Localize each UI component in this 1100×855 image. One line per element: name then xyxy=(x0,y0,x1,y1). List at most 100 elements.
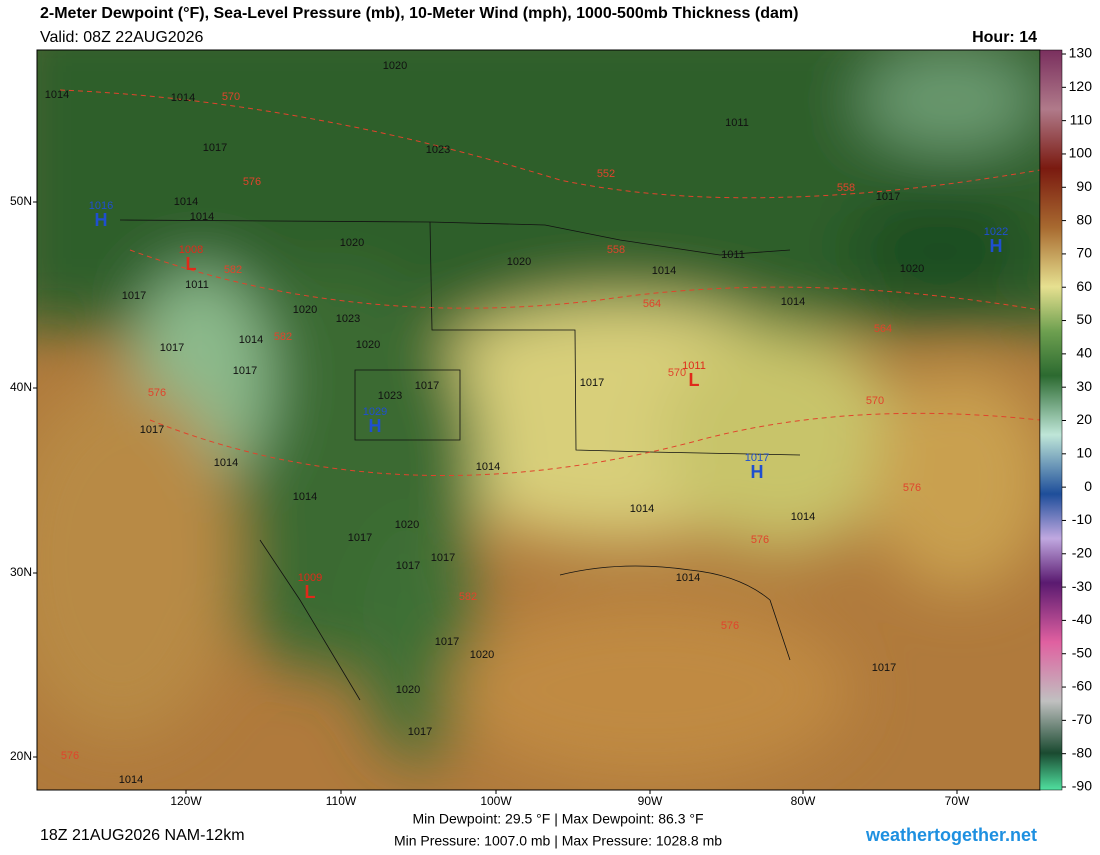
thickness-label: 582 xyxy=(274,331,292,343)
colorbar-label: 100 xyxy=(1069,145,1093,161)
isobar-label: 1011 xyxy=(185,279,209,291)
isobar-label: 1014 xyxy=(781,296,805,308)
colorbar-label: 70 xyxy=(1076,245,1092,261)
colorbar-label: -30 xyxy=(1072,578,1092,594)
title: 2-Meter Dewpoint (°F), Sea-Level Pressur… xyxy=(40,5,798,22)
thickness-label: 570 xyxy=(222,91,240,103)
isobar-label: 1017 xyxy=(203,142,227,154)
pressure-center-symbol: H xyxy=(95,210,108,230)
isobar-label: 1020 xyxy=(356,339,380,351)
isobar-label: 1020 xyxy=(900,263,924,275)
thickness-label: 576 xyxy=(148,387,166,399)
pressure-center-value: 1011 xyxy=(682,360,706,372)
thickness-label: 570 xyxy=(866,395,884,407)
colorbar-label: 80 xyxy=(1076,211,1092,227)
dewpoint-range: Min Dewpoint: 29.5 °F | Max Dewpoint: 86… xyxy=(412,811,703,827)
map-field xyxy=(37,50,1040,790)
pressure-center-symbol: H xyxy=(990,236,1003,256)
longitude-label: 90W xyxy=(638,794,663,808)
valid-time: Valid: 08Z 22AUG2026 xyxy=(40,29,203,46)
thickness-label: 576 xyxy=(243,176,261,188)
isobar-label: 1014 xyxy=(119,774,143,786)
longitude-label: 110W xyxy=(326,794,357,808)
colorbar-label: 20 xyxy=(1076,411,1092,427)
site-credit: weathertogether.net xyxy=(865,825,1037,845)
colorbar-label: 130 xyxy=(1069,45,1093,61)
isobar-label: 1017 xyxy=(415,380,439,392)
colorbar-label: -40 xyxy=(1072,611,1092,627)
colorbar-label: 30 xyxy=(1076,378,1092,394)
colorbar-label: -20 xyxy=(1072,544,1092,560)
colorbar-label: 40 xyxy=(1076,345,1092,361)
pressure-center-symbol: L xyxy=(186,254,197,274)
isobar-label: 1017 xyxy=(408,726,432,738)
thickness-label: 558 xyxy=(607,244,625,256)
isobar-label: 1017 xyxy=(233,365,257,377)
colorbar-label: 120 xyxy=(1069,78,1093,94)
isobar-label: 1020 xyxy=(383,60,407,72)
isobar-label: 1020 xyxy=(293,304,317,316)
thickness-label: 576 xyxy=(751,534,769,546)
colorbar-label: 60 xyxy=(1076,278,1092,294)
pressure-center-value: 1017 xyxy=(745,452,769,464)
isobar-label: 1014 xyxy=(239,334,263,346)
pressure-center-value: 1022 xyxy=(984,226,1008,238)
thickness-label: 576 xyxy=(61,750,79,762)
pressure-center-value: 1029 xyxy=(363,406,387,418)
latitude-label: 50N xyxy=(10,194,32,208)
isobar-label: 1020 xyxy=(340,237,364,249)
longitude-label: 80W xyxy=(791,794,816,808)
isobar-label: 1017 xyxy=(348,532,372,544)
thickness-label: 564 xyxy=(874,323,892,335)
longitude-label: 100W xyxy=(480,794,512,808)
colorbar-label: -80 xyxy=(1072,744,1092,760)
pressure-center-symbol: L xyxy=(689,370,700,390)
thickness-label: 552 xyxy=(597,168,615,180)
isobar-label: 1020 xyxy=(396,684,420,696)
thickness-label: 576 xyxy=(903,482,921,494)
colorbar-label: -60 xyxy=(1072,678,1092,694)
isobar-label: 1014 xyxy=(174,196,198,208)
longitude-label: 70W xyxy=(945,794,970,808)
isobar-label: 1023 xyxy=(378,390,402,402)
pressure-center-value: 1008 xyxy=(179,244,203,256)
pressure-center-value: 1016 xyxy=(89,200,113,212)
thickness-label: 564 xyxy=(643,298,661,310)
thickness-label: 558 xyxy=(837,182,855,194)
isobar-label: 1014 xyxy=(190,211,214,223)
isobar-label: 1017 xyxy=(140,424,164,436)
colorbar-label: 90 xyxy=(1076,178,1092,194)
isobar-label: 1023 xyxy=(426,144,450,156)
pressure-center-symbol: H xyxy=(751,462,764,482)
pressure-center-symbol: H xyxy=(369,416,382,436)
isobar-label: 1014 xyxy=(652,265,676,277)
pressure-range: Min Pressure: 1007.0 mb | Max Pressure: … xyxy=(394,833,722,849)
colorbar xyxy=(1039,49,1063,791)
latitude-label: 40N xyxy=(10,380,32,394)
pressure-center-symbol: L xyxy=(305,582,316,602)
isobar-label: 1014 xyxy=(676,572,700,584)
colorbar-label: 10 xyxy=(1076,445,1092,461)
thickness-label: 576 xyxy=(721,620,739,632)
isobar-label: 1014 xyxy=(45,89,69,101)
colorbar-label: 0 xyxy=(1084,478,1092,494)
isobar-label: 1017 xyxy=(872,662,896,674)
model-run: 18Z 21AUG2026 NAM-12km xyxy=(40,827,245,844)
isobar-label: 1023 xyxy=(336,313,360,325)
forecast-hour: Hour: 14 xyxy=(972,29,1037,46)
pressure-center-value: 1009 xyxy=(298,572,322,584)
isobar-label: 1020 xyxy=(507,256,531,268)
isobar-label: 1014 xyxy=(293,491,317,503)
latitude-label: 30N xyxy=(10,565,32,579)
isobar-label: 1014 xyxy=(214,457,238,469)
colorbar-label: 110 xyxy=(1070,111,1093,127)
isobar-label: 1020 xyxy=(395,519,419,531)
thickness-label: 582 xyxy=(224,264,242,276)
latitude-label: 20N xyxy=(10,749,32,763)
colorbar-label: 50 xyxy=(1076,311,1092,327)
isobar-label: 1017 xyxy=(431,552,455,564)
isobar-label: 1017 xyxy=(122,290,146,302)
colorbar-label: -70 xyxy=(1072,711,1092,727)
isobar-label: 1017 xyxy=(580,377,604,389)
